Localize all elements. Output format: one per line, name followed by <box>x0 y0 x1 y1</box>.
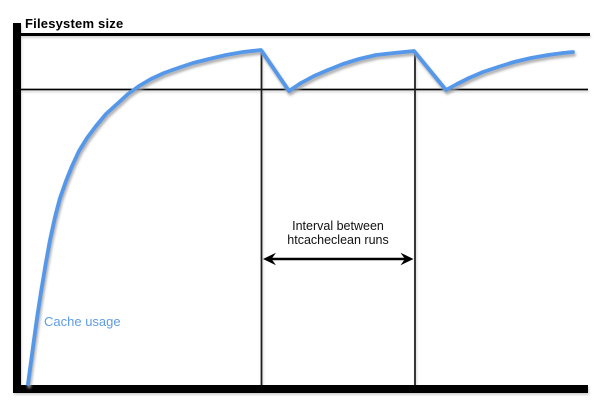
cache-usage-curve <box>26 48 575 386</box>
interval-annotation-line2: htcacheclean runs <box>287 233 389 247</box>
cache-usage-label: Cache usage <box>44 314 121 329</box>
arrowhead-right-icon <box>400 252 414 266</box>
y-axis-bar <box>13 23 21 393</box>
arrowhead-left-icon <box>263 252 276 266</box>
x-axis-bar <box>13 385 588 393</box>
axes-and-guides <box>13 23 590 393</box>
filesystem-size-label: Filesystem size <box>25 16 124 31</box>
interval-annotation: Interval between htcacheclean runs <box>238 219 438 247</box>
interval-annotation-line1: Interval between <box>292 219 384 233</box>
interval-arrow <box>263 252 414 266</box>
